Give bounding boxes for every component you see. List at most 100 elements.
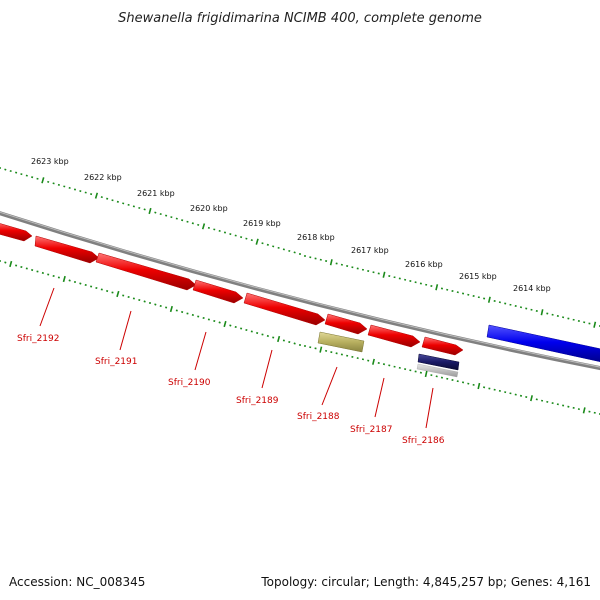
gene-label[interactable]: Sfri_2187 [350, 425, 393, 435]
major-tick [424, 370, 428, 378]
gene-arrow-sfri-2189[interactable] [243, 292, 326, 326]
rna-feature[interactable] [317, 331, 365, 353]
gene-reverse-strand[interactable] [486, 324, 600, 363]
major-tick [41, 177, 45, 184]
minor-tick [229, 233, 232, 236]
accession-text: Accession: NC_008345 [9, 575, 145, 589]
gene-arrow-sfri-2186[interactable] [421, 336, 464, 356]
minor-tick [143, 208, 146, 211]
genome-backbone-highlight [0, 211, 600, 368]
major-tick [540, 309, 544, 316]
scale-label: 2620 kbp [190, 204, 228, 213]
major-tick [487, 296, 491, 303]
scale-label: 2622 kbp [84, 173, 122, 182]
gene-labels: Sfri_2192 Sfri_2191 Sfri_2190 Sfri_2189 … [17, 334, 445, 446]
gene-arrow-sfri-2190[interactable] [192, 279, 244, 304]
map-title: Shewanella frigidimarina NCIMB 400, comp… [118, 11, 482, 26]
minor-tick [68, 279, 71, 282]
other-feature[interactable] [417, 353, 460, 371]
scale-label: 2623 kbp [31, 157, 69, 166]
gene-label-leaders [39, 287, 434, 429]
gene-arrow-sfri-2193[interactable] [0, 222, 33, 242]
major-tick [169, 305, 173, 313]
scale-label: 2621 kbp [137, 189, 175, 198]
minor-tick [154, 211, 157, 214]
leader-line [321, 366, 338, 406]
outer-scale: 2623 kbp 2622 kbp 2621 kbp 2620 kbp 2619… [0, 157, 600, 328]
major-tick [62, 275, 66, 283]
gene-label[interactable]: Sfri_2186 [402, 436, 445, 446]
minor-tick [154, 303, 157, 306]
major-tick [382, 271, 386, 278]
minor-tick [31, 268, 34, 272]
minor-tick [218, 321, 221, 324]
minor-tick [229, 324, 232, 327]
scale-label: 2617 kbp [351, 246, 389, 255]
gene-label[interactable]: Sfri_2190 [168, 378, 211, 388]
leader-line [374, 377, 385, 418]
scale-label: 2618 kbp [297, 233, 335, 242]
scale-label: 2615 kbp [459, 272, 497, 281]
minor-tick [31, 176, 34, 179]
gene-arrow-sfri-2192[interactable] [34, 235, 100, 264]
major-tick [9, 260, 13, 268]
scale-label: 2616 kbp [405, 260, 443, 269]
genome-backbone [0, 211, 600, 371]
minor-tick [266, 243, 269, 246]
scale-label: 2619 kbp [243, 219, 281, 228]
minor-tick [256, 331, 259, 335]
major-tick [530, 395, 533, 402]
outer-scale-minor-ticks [0, 167, 600, 328]
gene-arrow-sfri-2187[interactable] [367, 324, 421, 348]
leader-line [194, 331, 207, 371]
gene-arrow-sfri-2191[interactable] [95, 252, 197, 291]
leader-line [119, 310, 132, 351]
major-tick [94, 192, 99, 199]
major-tick [477, 382, 481, 390]
minor-tick [293, 251, 296, 254]
forward-strand-genes [0, 222, 464, 356]
minor-tick [106, 197, 109, 200]
minor-tick [181, 219, 184, 222]
major-tick [435, 284, 439, 291]
minor-tick [116, 200, 119, 203]
minor-tick [68, 186, 71, 189]
minor-tick [143, 300, 146, 303]
gene-arrow-sfri-2188[interactable] [324, 313, 368, 335]
leader-line [425, 387, 434, 429]
major-tick [319, 346, 323, 353]
major-tick [582, 407, 586, 414]
gene-label[interactable]: Sfri_2189 [236, 396, 279, 406]
major-tick [372, 358, 375, 365]
other-feature-shadow [416, 363, 459, 378]
topology-text: Topology: circular; Length: 4,845,257 bp… [260, 575, 591, 589]
minor-tick [79, 282, 82, 285]
minor-tick [191, 313, 194, 317]
minor-tick [41, 271, 44, 275]
leader-line [261, 349, 273, 389]
inner-scale [0, 260, 600, 415]
major-tick [255, 238, 259, 245]
major-tick [148, 207, 152, 215]
minor-tick [4, 261, 7, 264]
minor-tick [218, 229, 221, 232]
minor-tick [106, 289, 109, 293]
gene-label[interactable]: Sfri_2188 [297, 412, 340, 422]
minor-tick [4, 168, 7, 171]
minor-tick [79, 190, 82, 193]
minor-tick [181, 310, 184, 314]
major-tick [593, 321, 597, 328]
major-tick [116, 290, 120, 298]
leader-line [39, 287, 55, 327]
minor-tick [293, 342, 296, 345]
gene-label[interactable]: Sfri_2191 [95, 357, 138, 367]
scale-label: 2614 kbp [513, 284, 551, 293]
major-tick [201, 223, 206, 230]
major-tick [277, 335, 281, 343]
minor-tick [191, 222, 194, 225]
major-tick [223, 320, 227, 328]
gene-label[interactable]: Sfri_2192 [17, 334, 60, 344]
major-tick [329, 259, 333, 266]
minor-tick [266, 334, 269, 338]
